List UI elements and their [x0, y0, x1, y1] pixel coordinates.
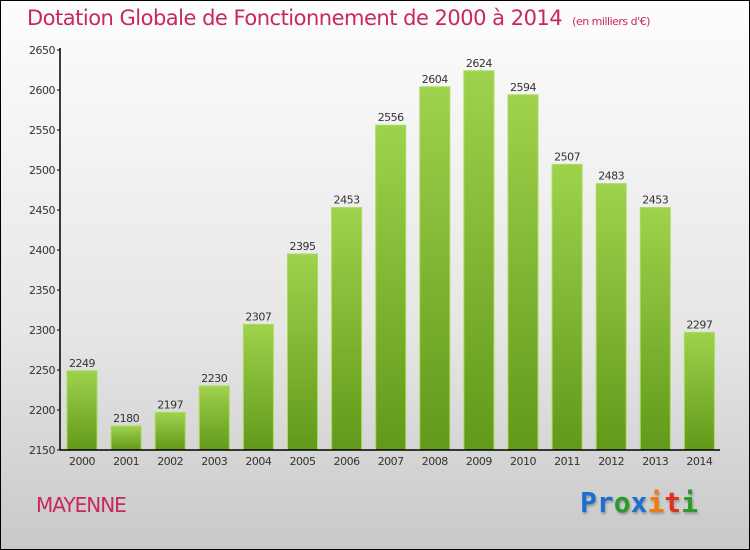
data-label: 2483: [598, 170, 624, 183]
y-tick-label: 2300: [29, 324, 55, 337]
bar: [639, 207, 671, 451]
bar: [463, 70, 495, 451]
x-tick-label: 2002: [157, 455, 183, 468]
y-tick-label: 2550: [29, 124, 55, 137]
bar: [66, 370, 98, 451]
y-tick-label: 2450: [29, 204, 55, 217]
bar: [507, 94, 539, 451]
y-tick-label: 2350: [29, 284, 55, 297]
data-label: 2556: [378, 111, 404, 124]
bar: [419, 86, 451, 451]
x-tick-label: 2013: [642, 455, 668, 468]
data-label: 2453: [334, 194, 360, 207]
x-tick-label: 2011: [554, 455, 580, 468]
y-tick-label: 2150: [29, 444, 55, 457]
data-label: 2594: [510, 81, 536, 94]
x-tick-label: 2007: [378, 455, 404, 468]
y-tick-label: 2250: [29, 364, 55, 377]
x-tick-label: 2014: [686, 455, 712, 468]
bar: [683, 331, 715, 451]
x-tick-label: 2004: [245, 455, 271, 468]
unit-label: (en milliers d'€): [572, 15, 650, 28]
bar: [595, 183, 627, 451]
y-tick-label: 2500: [29, 164, 55, 177]
y-tick-label: 2650: [29, 44, 55, 57]
x-tick-label: 2012: [598, 455, 624, 468]
x-tick-label: 2006: [334, 455, 360, 468]
x-tick-label: 2010: [510, 455, 536, 468]
proxiti-logo: Proxiti: [580, 486, 699, 519]
data-label: 2297: [686, 318, 712, 331]
data-label: 2249: [69, 357, 95, 370]
bar: [287, 253, 318, 451]
bar: [110, 425, 142, 451]
data-label: 2197: [157, 398, 183, 411]
data-label: 2604: [422, 73, 448, 86]
commune-name: MAYENNE: [36, 493, 127, 517]
x-tick-label: 2009: [466, 455, 492, 468]
x-tick-label: 2000: [69, 455, 95, 468]
x-tick-label: 2003: [201, 455, 227, 468]
y-tick-label: 2400: [29, 244, 55, 257]
data-label: 2307: [245, 310, 271, 323]
data-label: 2507: [554, 150, 580, 163]
data-label: 2230: [201, 372, 227, 385]
bar: [551, 163, 583, 451]
bar: [375, 124, 407, 451]
chart-title: Dotation Globale de Fonctionnement de 20…: [27, 6, 650, 30]
data-label: 2395: [290, 240, 316, 253]
title-text: Dotation Globale de Fonctionnement de 20…: [27, 6, 563, 30]
y-tick-label: 2200: [29, 404, 55, 417]
data-label: 2453: [642, 194, 668, 207]
y-tick-label: 2600: [29, 84, 55, 97]
bar: [331, 207, 363, 451]
x-tick-label: 2005: [290, 455, 316, 468]
bar: [242, 323, 274, 451]
data-label: 2624: [466, 57, 492, 70]
x-tick-label: 2001: [113, 455, 139, 468]
x-tick-label: 2008: [422, 455, 448, 468]
bar: [198, 385, 230, 451]
data-label: 2180: [113, 412, 139, 425]
bar: [154, 411, 186, 451]
